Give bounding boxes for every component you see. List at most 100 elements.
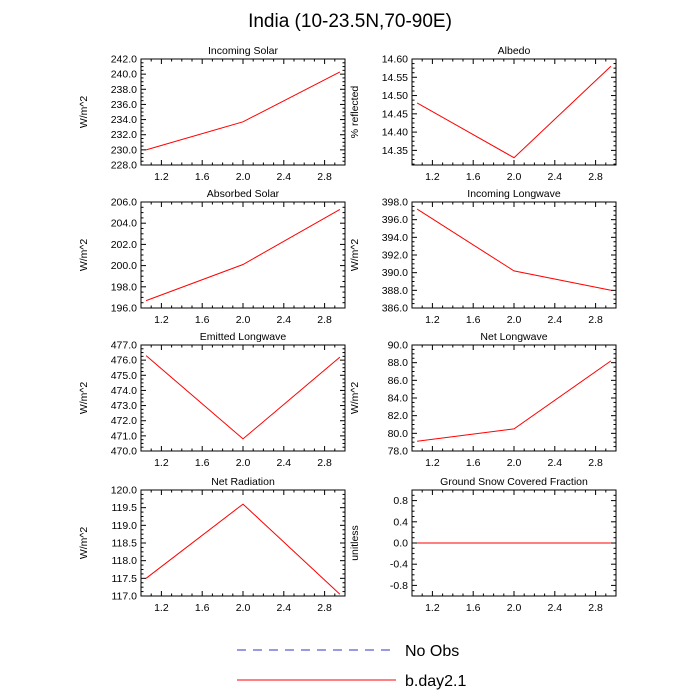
y-tick-label: 88.0 — [388, 357, 409, 369]
y-tick-label: 390.0 — [382, 267, 408, 279]
x-tick-label: 2.4 — [276, 602, 291, 614]
y-tick-label: -0.4 — [390, 559, 408, 571]
panel-albedo: Albedo 1.2 1.6 2.0 2.4 2.8 14.35 14.40 14.45 14.5… — [349, 45, 617, 183]
x-tick-label: 1.2 — [425, 457, 440, 469]
y-tick-label: 202.0 — [111, 239, 137, 251]
panel-title: Incoming Longwave — [467, 188, 561, 200]
y-tick-label: 0.0 — [393, 538, 408, 550]
x-tick-label: 2.8 — [317, 457, 332, 469]
panel-net-longwave: Net Longwave 1.2 1.6 2.0 2.4 2.8 78.0 80.0 82.0 8… — [349, 331, 617, 469]
x-tick-label: 1.2 — [425, 171, 440, 183]
x-tick-label: 2.8 — [588, 602, 603, 614]
y-axis-label: % reflected — [349, 86, 361, 139]
y-tick-label: 386.0 — [382, 303, 408, 315]
y-tick-label: 204.0 — [111, 218, 137, 230]
x-tick-label: 2.0 — [236, 457, 251, 469]
plot-frame — [140, 201, 346, 309]
y-tick-label: -0.8 — [390, 580, 408, 592]
panel-incoming-solar: Incoming Solar 1.2 1.6 2.0 2.4 2.8 228.0 230.0 2… — [78, 45, 346, 183]
panel-title: Emitted Longwave — [200, 331, 287, 343]
series-line-b-day2-1 — [416, 65, 612, 159]
x-tick-label: 1.2 — [425, 602, 440, 614]
x-tick-label: 1.6 — [195, 457, 210, 469]
y-axis-label: W/m^2 — [78, 96, 90, 129]
y-tick-label: 198.0 — [111, 281, 137, 293]
plot-frame — [411, 201, 617, 309]
x-tick-label: 2.8 — [588, 314, 603, 326]
panel-emitted-longwave: Emitted Longwave 1.2 1.6 2.0 2.4 2.8 470.0 471.… — [78, 331, 346, 469]
y-tick-label: 396.0 — [382, 214, 408, 226]
y-tick-label: 90.0 — [388, 340, 409, 352]
y-tick-label: 14.40 — [382, 127, 408, 139]
y-tick-label: 0.8 — [393, 495, 408, 507]
x-tick-label: 2.4 — [276, 171, 291, 183]
y-tick-label: 240.0 — [111, 69, 137, 81]
x-tick-label: 2.0 — [236, 602, 251, 614]
x-tick-label: 2.8 — [317, 602, 332, 614]
x-tick-label: 2.8 — [588, 171, 603, 183]
y-tick-label: 236.0 — [111, 99, 137, 111]
y-tick-label: 14.45 — [382, 108, 408, 120]
y-tick-label: 200.0 — [111, 260, 137, 272]
panel-title: Incoming Solar — [208, 45, 279, 57]
y-tick-label: 470.0 — [111, 446, 137, 458]
plot-frame — [411, 344, 617, 452]
x-tick-label: 2.4 — [547, 457, 562, 469]
legend-label-b-day2-1: b.day2.1 — [405, 673, 466, 690]
y-tick-label: 234.0 — [111, 114, 137, 126]
x-tick-label: 2.8 — [317, 171, 332, 183]
panel-title: Net Radiation — [211, 476, 275, 488]
y-tick-label: 14.55 — [382, 72, 408, 84]
x-tick-label: 1.6 — [466, 457, 481, 469]
y-tick-label: 230.0 — [111, 144, 137, 156]
x-tick-label: 2.0 — [507, 314, 522, 326]
y-axis-label: W/m^2 — [78, 239, 90, 272]
y-tick-label: 118.0 — [112, 555, 138, 567]
y-tick-label: 117.5 — [112, 573, 138, 585]
x-tick-label: 2.8 — [317, 314, 332, 326]
y-tick-label: 473.0 — [111, 400, 137, 412]
panel-net-radiation: Net Radiation 1.2 1.6 2.0 2.4 2.8 117.0 117.5 11… — [78, 476, 346, 614]
y-tick-label: 388.0 — [382, 285, 408, 297]
series-line-b-day2-1 — [145, 355, 341, 440]
y-tick-label: 474.0 — [111, 385, 137, 397]
y-tick-label: 14.50 — [382, 90, 408, 102]
y-tick-label: 238.0 — [111, 84, 137, 96]
panel-title: Net Longwave — [480, 331, 547, 343]
series-line-b-day2-1 — [145, 71, 341, 151]
x-tick-label: 2.4 — [276, 457, 291, 469]
x-tick-label: 1.2 — [154, 602, 169, 614]
y-tick-label: 228.0 — [111, 160, 137, 172]
y-tick-label: 118.5 — [112, 538, 138, 550]
x-tick-label: 1.6 — [195, 314, 210, 326]
plot-frame — [140, 58, 346, 166]
series-line-b-day2-1 — [417, 360, 612, 442]
y-tick-label: 242.0 — [111, 54, 137, 66]
panel-incoming-longwave: Incoming Longwave 1.2 1.6 2.0 2.4 2.8 386.0 388… — [349, 188, 617, 326]
plot-frame — [140, 344, 346, 452]
x-tick-label: 2.8 — [588, 457, 603, 469]
figure-title: India (10-23.5N,70-90E) — [248, 11, 452, 32]
y-tick-label: 472.0 — [111, 415, 137, 427]
y-axis-label: W/m^2 — [349, 382, 361, 415]
x-tick-label: 2.4 — [547, 602, 562, 614]
y-tick-label: 476.0 — [111, 355, 137, 367]
plot-frame — [411, 58, 617, 166]
x-tick-label: 1.6 — [466, 314, 481, 326]
series-line-b-day2-1 — [145, 208, 341, 302]
y-tick-label: 82.0 — [388, 410, 409, 422]
x-tick-label: 1.2 — [425, 314, 440, 326]
y-axis-label: W/m^2 — [78, 527, 90, 560]
y-tick-label: 84.0 — [388, 393, 409, 405]
y-tick-label: 86.0 — [388, 375, 409, 387]
panel-title: Absorbed Solar — [207, 188, 280, 200]
y-axis-label: W/m^2 — [349, 239, 361, 272]
x-tick-label: 2.4 — [547, 314, 562, 326]
x-tick-label: 1.2 — [154, 171, 169, 183]
panel-absorbed-solar: Absorbed Solar 1.2 1.6 2.0 2.4 2.8 196.0 198.0 2… — [78, 188, 346, 326]
x-tick-label: 2.0 — [507, 457, 522, 469]
y-tick-label: 398.0 — [382, 197, 408, 209]
y-tick-label: 477.0 — [111, 340, 137, 352]
y-tick-label: 196.0 — [111, 303, 137, 315]
